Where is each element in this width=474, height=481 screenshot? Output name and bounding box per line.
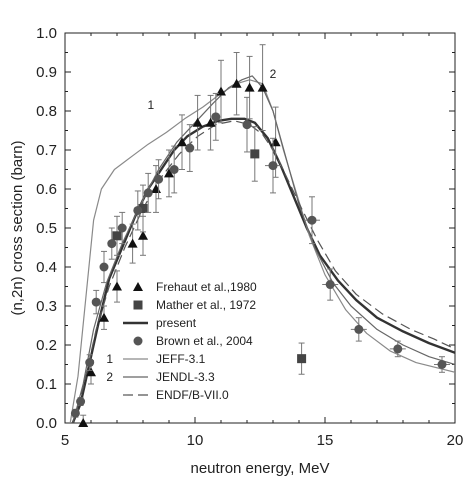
curve-annotation: 1 [147, 98, 154, 112]
data-point [133, 300, 143, 310]
legend: Frehaut et al.,1980 Mather et al., 1972 pr… [106, 280, 257, 402]
legend-number: 1 [106, 352, 113, 366]
y-tick-label: 0.7 [36, 142, 57, 159]
data-point [85, 358, 95, 368]
legend-entry: Brown et al., 2004 [156, 334, 253, 348]
data-point [257, 82, 268, 92]
data-point [242, 120, 252, 130]
data-point [76, 397, 86, 407]
data-point [143, 188, 153, 198]
data-point [177, 137, 187, 147]
y-tick-label: 0.5 [36, 220, 57, 237]
series-line [72, 75, 455, 423]
curve-annotation: 2 [270, 67, 277, 81]
y-tick-label: 0.0 [36, 415, 57, 432]
data-points [70, 44, 450, 427]
y-tick-label: 0.6 [36, 181, 57, 198]
x-tick-label: 5 [61, 432, 69, 449]
data-point [154, 174, 164, 184]
data-point [437, 360, 447, 369]
series-line [72, 120, 455, 423]
x-tick-label: 10 [187, 432, 204, 449]
data-point [205, 117, 216, 127]
y-tick-label: 0.1 [36, 376, 57, 393]
data-point [112, 231, 122, 241]
y-tick-label: 0.3 [36, 298, 57, 315]
x-tick-label: 20 [447, 432, 464, 449]
data-point [185, 143, 195, 153]
data-point [169, 165, 179, 174]
data-point [192, 117, 203, 127]
data-point [164, 168, 174, 178]
data-point [393, 344, 403, 354]
data-point [99, 312, 109, 322]
data-point [133, 205, 143, 215]
axes: 5 10 15 20 0.0 0.1 0.2 0.3 0.4 0.5 0.6 0.7 0.8 0.9 1.0 [36, 25, 463, 449]
series-line [71, 117, 455, 423]
data-point [138, 204, 148, 213]
legend-entry: ENDF/B-VII.0 [156, 388, 229, 402]
data-point [107, 239, 117, 249]
data-point [244, 82, 255, 92]
data-point [91, 297, 101, 307]
data-point [127, 238, 138, 248]
legend-entry: JENDL-3.3 [156, 370, 215, 384]
data-point [99, 262, 109, 272]
legend-entry: Frehaut et al.,1980 [156, 280, 257, 294]
legend-entry: Mather et al., 1972 [156, 298, 256, 312]
legend-entry: present [156, 316, 197, 330]
data-point [231, 78, 242, 88]
y-tick-label: 0.4 [36, 259, 57, 276]
data-point [86, 367, 96, 377]
data-point [250, 149, 260, 159]
data-point [78, 418, 89, 427]
data-point [307, 215, 317, 225]
annotations: 12 [147, 67, 276, 112]
data-point [354, 324, 364, 334]
data-point [297, 354, 307, 364]
x-axis-label: neutron energy, MeV [191, 460, 330, 477]
y-tick-label: 1.0 [36, 25, 57, 42]
x-tick-label: 15 [317, 432, 334, 449]
data-point [325, 280, 335, 290]
data-point [268, 161, 278, 171]
data-point [133, 282, 143, 291]
y-axis-label: (n,2n) cross section (barn) [9, 140, 26, 315]
data-point [117, 223, 127, 233]
data-point [70, 408, 80, 418]
data-point [112, 281, 122, 291]
y-tick-label: 0.8 [36, 103, 57, 120]
legend-number: 2 [106, 370, 113, 384]
y-tick-label: 0.2 [36, 337, 57, 354]
data-point [133, 336, 143, 346]
data-point [211, 112, 221, 122]
y-tick-label: 0.9 [36, 64, 57, 81]
data-point [138, 230, 148, 240]
legend-entry: JEFF-3.1 [156, 352, 206, 366]
